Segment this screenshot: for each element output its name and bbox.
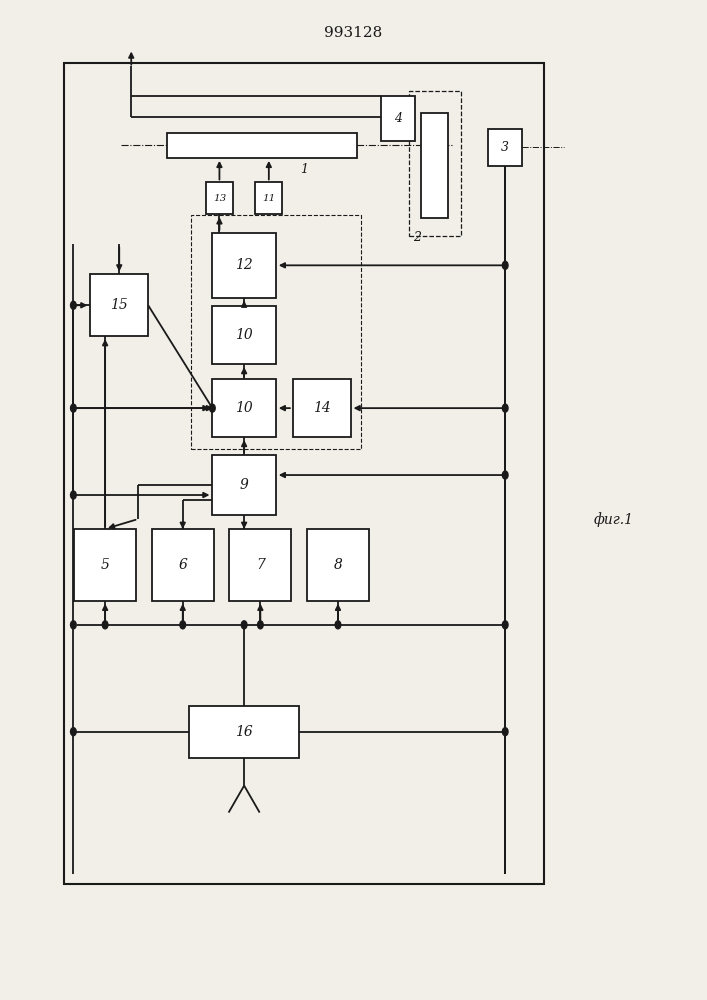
FancyBboxPatch shape [381,96,415,141]
Circle shape [503,261,508,269]
Circle shape [241,621,247,629]
Text: 4: 4 [394,112,402,125]
Circle shape [503,621,508,629]
Circle shape [71,621,76,629]
FancyBboxPatch shape [206,182,233,214]
FancyBboxPatch shape [189,706,299,758]
Circle shape [103,621,108,629]
Text: 5: 5 [100,558,110,572]
Text: фиг.1: фиг.1 [593,513,633,527]
Circle shape [180,621,185,629]
FancyBboxPatch shape [293,379,351,437]
FancyBboxPatch shape [90,274,148,336]
Circle shape [71,301,76,309]
Circle shape [503,728,508,736]
FancyBboxPatch shape [307,529,369,601]
Text: 1: 1 [300,163,308,176]
FancyBboxPatch shape [212,455,276,515]
Circle shape [71,728,76,736]
Text: 2: 2 [413,231,421,244]
FancyBboxPatch shape [212,306,276,364]
FancyBboxPatch shape [152,529,214,601]
FancyBboxPatch shape [489,129,522,166]
Text: 11: 11 [262,194,276,203]
Text: 15: 15 [110,298,128,312]
FancyBboxPatch shape [212,379,276,437]
Text: 12: 12 [235,258,253,272]
FancyBboxPatch shape [421,113,448,218]
Text: 9: 9 [240,478,249,492]
Circle shape [71,404,76,412]
Text: 10: 10 [235,328,253,342]
Text: 14: 14 [313,401,331,415]
FancyBboxPatch shape [74,529,136,601]
FancyBboxPatch shape [229,529,291,601]
Circle shape [503,404,508,412]
Text: 16: 16 [235,725,253,739]
Text: 8: 8 [334,558,342,572]
Text: 6: 6 [178,558,187,572]
Circle shape [71,491,76,499]
Circle shape [335,621,341,629]
FancyBboxPatch shape [167,133,357,158]
FancyBboxPatch shape [255,182,282,214]
FancyBboxPatch shape [212,233,276,298]
Text: 3: 3 [501,141,509,154]
Text: 13: 13 [213,194,226,203]
Text: 993128: 993128 [325,26,382,40]
Circle shape [503,471,508,479]
Circle shape [209,404,215,412]
Text: 10: 10 [235,401,253,415]
Circle shape [257,621,263,629]
Text: 7: 7 [256,558,265,572]
